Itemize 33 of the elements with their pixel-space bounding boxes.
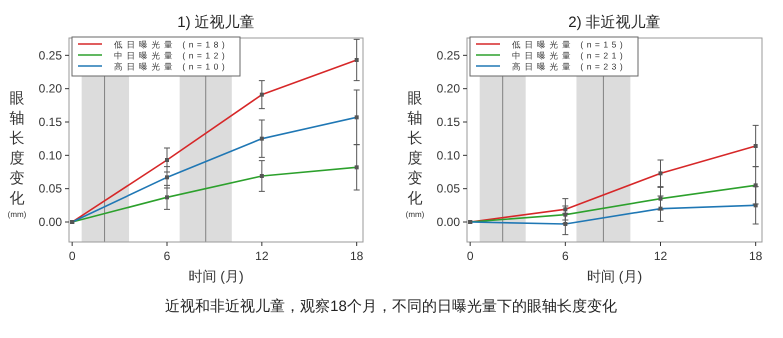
legend-label: 中日曝光量 (n=12)	[114, 50, 228, 60]
y-axis-title: 眼轴长度变化(mm)	[8, 90, 27, 219]
y-tick-label: 0.05	[436, 182, 460, 196]
legend-label: 低日曝光量 (n=15)	[512, 40, 626, 50]
x-tick-label: 6	[562, 249, 569, 263]
y-tick-label: 0.05	[38, 182, 62, 196]
chart-title: 2) 非近视儿童	[568, 14, 661, 31]
x-tick-label: 18	[350, 249, 364, 263]
x-tick-label: 6	[164, 249, 171, 263]
y-tick-label: 0.25	[436, 48, 460, 62]
y-tick-label: 0.15	[38, 115, 62, 129]
y-tick-label: 0.20	[38, 82, 62, 96]
legend-label: 中日曝光量 (n=21)	[512, 50, 626, 60]
y-tick-label: 0.15	[436, 115, 460, 129]
y-tick-label: 0.10	[38, 148, 62, 162]
chart-title: 1) 近视儿童	[177, 14, 255, 31]
legend-label: 高日曝光量 (n=10)	[114, 62, 228, 72]
x-axis-title: 时间 (月)	[586, 268, 642, 284]
text: 近视和非近视儿童，观察18个月，不同的日曝光量下的眼轴长度变化	[165, 298, 617, 315]
x-tick-label: 12	[255, 249, 269, 263]
x-tick-label: 0	[68, 249, 76, 263]
x-axis-title: 时间 (月)	[188, 268, 244, 284]
x-tick-label: 0	[466, 249, 474, 263]
legend-label: 低日曝光量 (n=18)	[114, 40, 228, 50]
y-tick-label: 0.00	[436, 215, 460, 229]
x-tick-label: 12	[654, 249, 668, 263]
y-tick-label: 0.25	[38, 48, 62, 62]
y-tick-label: 0.00	[38, 215, 62, 229]
y-tick-label: 0.20	[436, 82, 460, 96]
legend-label: 高日曝光量 (n=23)	[512, 62, 626, 72]
y-axis-title: 眼轴长度变化(mm)	[406, 90, 425, 219]
x-tick-label: 18	[748, 249, 763, 263]
y-tick-label: 0.10	[436, 148, 460, 162]
